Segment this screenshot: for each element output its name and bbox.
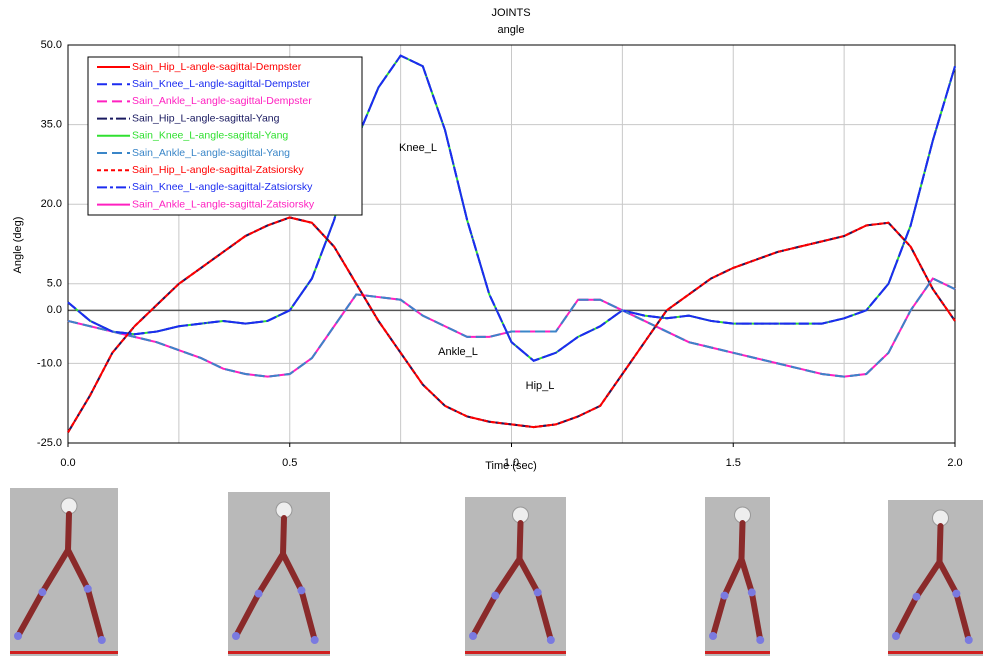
skeleton-joint bbox=[912, 592, 921, 601]
skeleton-bone bbox=[39, 547, 71, 596]
ground-line bbox=[10, 651, 118, 654]
skeleton-bone bbox=[738, 556, 755, 596]
legend-label: Sain_Hip_L-angle-sagittal-Dempster bbox=[132, 61, 302, 73]
skeleton-bone bbox=[721, 556, 745, 599]
x-tick-label: 1.0 bbox=[504, 457, 519, 469]
skeleton-joint bbox=[83, 584, 92, 593]
legend-label: Sain_Hip_L-angle-sagittal-Zatsiorsky bbox=[132, 164, 304, 176]
plot-frame bbox=[67, 44, 956, 444]
annotation: Hip_L bbox=[526, 380, 555, 392]
skeleton-bone bbox=[84, 585, 105, 643]
skeleton-bone bbox=[492, 556, 523, 599]
skeleton-bone bbox=[233, 590, 262, 639]
legend-box bbox=[87, 56, 363, 216]
y-tick-label: -10.0 bbox=[37, 357, 62, 369]
legend-label: Sain_Knee_L-angle-sagittal-Dempster bbox=[132, 78, 311, 90]
y-tick-label: 35.0 bbox=[41, 119, 62, 131]
annotation: Knee_L bbox=[399, 142, 437, 154]
chart-subtitle: angle bbox=[498, 24, 525, 36]
skeleton-bone bbox=[15, 589, 46, 639]
skeleton-joint bbox=[709, 632, 717, 640]
skeleton-bone bbox=[936, 523, 944, 565]
skeleton-bone bbox=[953, 590, 972, 643]
skeleton-joint bbox=[232, 632, 240, 640]
skeleton-bone bbox=[298, 587, 318, 643]
y-tick-label: 20.0 bbox=[41, 198, 62, 210]
x-tick-label: 0.0 bbox=[60, 457, 75, 469]
x-tick-label: 1.5 bbox=[726, 457, 741, 469]
skeleton-bone bbox=[280, 551, 305, 594]
y-tick-label: 50.0 bbox=[41, 39, 62, 51]
ground-line bbox=[888, 651, 983, 654]
skeleton-joint bbox=[720, 591, 729, 600]
skeleton-joint bbox=[97, 636, 106, 644]
x-tick-label: 0.5 bbox=[282, 457, 297, 469]
skeleton-images bbox=[10, 488, 983, 656]
skeleton-bone bbox=[913, 559, 943, 600]
skeleton-joint bbox=[952, 589, 961, 598]
skeleton-bone bbox=[65, 511, 72, 553]
y-tick-label: -25.0 bbox=[37, 437, 62, 449]
series-line bbox=[67, 216, 956, 433]
skeleton-bone bbox=[516, 556, 541, 596]
skeleton-joint bbox=[756, 636, 765, 644]
skeleton-joint bbox=[491, 591, 500, 600]
legend-label: Sain_Knee_L-angle-sagittal-Yang bbox=[132, 130, 288, 142]
legend: Sain_Hip_L-angle-sagittal-Dempster Sain_K… bbox=[87, 56, 363, 216]
chart-title: JOINTS bbox=[491, 7, 530, 19]
x-axis-label: Time (sec) bbox=[485, 460, 537, 472]
series-line bbox=[67, 54, 956, 362]
ground-line bbox=[705, 651, 770, 654]
y-tick-label: 0.0 bbox=[47, 304, 62, 316]
skeleton-joint bbox=[469, 632, 477, 640]
skeleton-joint bbox=[747, 588, 756, 597]
skeleton-bone bbox=[534, 589, 554, 643]
skeleton-bone bbox=[470, 592, 499, 639]
skeleton-bone bbox=[893, 593, 920, 639]
skeleton-joint bbox=[297, 586, 306, 595]
x-tick-label: 2.0 bbox=[947, 457, 962, 469]
skeleton-bone bbox=[280, 515, 287, 557]
skeleton-joint bbox=[14, 632, 22, 640]
skeleton-bone bbox=[936, 559, 960, 597]
legend-label: Sain_Hip_L-angle-sagittal-Yang bbox=[132, 112, 280, 124]
legend-label: Sain_Knee_L-angle-sagittal-Zatsiorsky bbox=[132, 181, 313, 193]
skeleton-joint bbox=[892, 632, 900, 640]
skeleton-joint bbox=[533, 588, 542, 597]
skeleton-bone bbox=[255, 551, 286, 597]
ground-line bbox=[228, 651, 330, 654]
legend-label: Sain_Ankle_L-angle-sagittal-Dempster bbox=[132, 95, 312, 107]
y-tick-label: 5.0 bbox=[47, 278, 62, 290]
series-line bbox=[67, 277, 956, 378]
skeleton-joint bbox=[254, 589, 263, 598]
skeleton-bone bbox=[65, 547, 91, 592]
skeleton-bone bbox=[710, 592, 728, 639]
skeleton-joint bbox=[310, 636, 319, 644]
legend-label: Sain_Ankle_L-angle-sagittal-Yang bbox=[132, 147, 290, 159]
skeleton-bone bbox=[748, 589, 764, 643]
skeleton-joint bbox=[964, 636, 973, 644]
annotation: Ankle_L bbox=[438, 346, 478, 358]
y-axis-label: Angle (deg) bbox=[12, 217, 24, 274]
skeleton-joint bbox=[38, 588, 47, 597]
skeleton-joint bbox=[546, 636, 555, 644]
ground-line bbox=[465, 651, 566, 654]
skeleton-bone bbox=[516, 520, 524, 562]
skeleton-bone bbox=[738, 520, 746, 562]
legend-label: Sain_Ankle_L-angle-sagittal-Zatsiorsky bbox=[132, 198, 315, 210]
